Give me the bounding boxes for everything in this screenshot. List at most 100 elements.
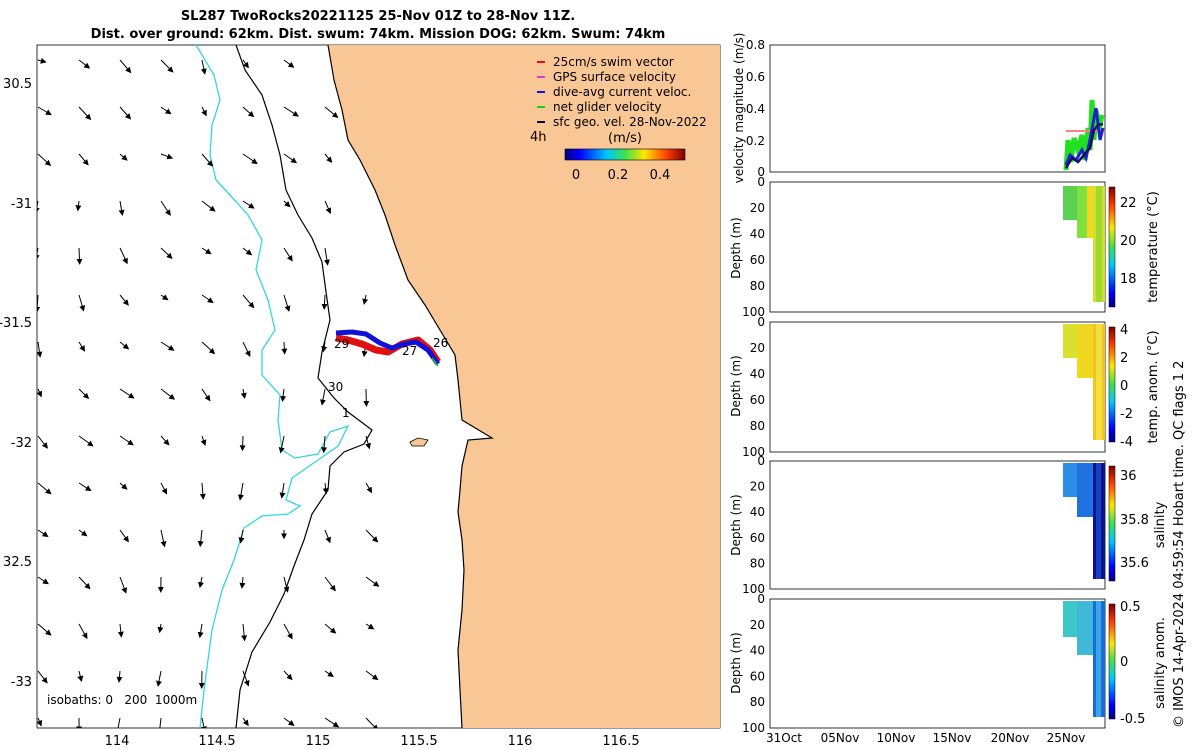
velocity-panel: velocity magnitude (m/s) 0 0.2 0.4 0.6 0…: [732, 33, 1106, 184]
title-line-2: Dist. over ground: 62km. Dist. swum: 74k…: [91, 27, 666, 42]
map-panel: 26 27 29 30 1 114 114.5 115 115.5 116 11…: [0, 44, 721, 749]
temperature-frame: [769, 181, 1106, 313]
velocity-arrow: [324, 623, 337, 634]
depth-tick: 60: [750, 253, 765, 267]
map-x-tick: 115.5: [400, 734, 437, 749]
velocity-arrow: [242, 247, 253, 256]
temperature-colorbar-tick: 18: [1120, 272, 1137, 287]
time-tick: 15Nov: [933, 731, 972, 745]
velocity-arrow: [283, 59, 295, 68]
velocity-arrow: [242, 294, 255, 309]
velocity-arrow: [321, 435, 328, 454]
title-line-1: SL287 TwoRocks20221125 25-Nov 01Z to 28-…: [181, 9, 575, 24]
velocity-arrow: [283, 670, 293, 681]
time-tick: 10Nov: [877, 731, 916, 745]
velocity-arrow: [239, 435, 246, 452]
map-y-tick: 30.5: [3, 77, 32, 92]
velocity-arrow: [324, 717, 340, 728]
velocity-arrow: [119, 106, 132, 120]
velocity-arrow: [365, 529, 379, 543]
section-patch: [1096, 601, 1101, 717]
velocity-arrow: [78, 59, 91, 69]
salinity-panel: Depth (m) 36 35.8 35.6 salinity: [729, 460, 1168, 590]
depth-tick: 60: [750, 531, 765, 545]
velocity-arrow: [160, 106, 172, 115]
velocity-arrow: [237, 482, 244, 501]
map-x-tick: 116: [508, 734, 533, 749]
velocity-arrow: [324, 529, 331, 544]
velocity-y-ticks: 0 0.2 0.4 0.6 0.8: [746, 38, 765, 179]
velocity-arrow: [199, 482, 206, 500]
temp-anom-colorbar-tick: -4: [1120, 435, 1133, 450]
salinity-y-label: Depth (m): [729, 494, 743, 555]
day-label-30: 30: [328, 380, 343, 394]
velocity-arrow: [119, 482, 128, 490]
isobaths-label: isobaths: 0 200 1000m: [47, 693, 197, 707]
depth-tick: 20: [750, 341, 765, 355]
legend-label-gps-velocity: GPS surface velocity: [553, 70, 676, 84]
temp-anom-frame: [769, 321, 1106, 453]
velocity-arrow: [324, 576, 336, 592]
velocity-arrow: [201, 106, 207, 117]
salinity-colorbar-tick: 35.6: [1120, 556, 1149, 571]
velocity-arrow: [322, 482, 329, 495]
speed-colorbar: [564, 148, 686, 161]
depth-tick: 20: [750, 201, 765, 215]
depth-tick: 40: [750, 227, 765, 241]
velocity-arrow: [37, 388, 42, 398]
depth-tick: 20: [750, 618, 765, 632]
velocity-arrow: [159, 717, 162, 728]
velocity-arrow: [324, 670, 334, 677]
temp-anom-panel: Depth (m) 4 2 0 -2 -4 temp. anom. (°C): [729, 321, 1161, 453]
map-x-tick: 115: [306, 734, 331, 749]
section-patch: [1096, 463, 1101, 579]
velocity-arrow: [362, 294, 369, 305]
temp-anom-colorbar-label: temp. anom. (°C): [1146, 330, 1161, 443]
track-blue: [335, 329, 441, 366]
velocity-arrow: [200, 435, 207, 446]
depth-ticks: 0204060801000204060801000204060801000204…: [742, 175, 765, 735]
speed-colorbar-tick: 0.2: [608, 168, 629, 183]
velocity-arrow: [283, 200, 291, 208]
vector-field: [37, 57, 380, 728]
track-green: [431, 357, 439, 367]
section-patch: [1063, 463, 1077, 497]
velocity-frame: [769, 44, 1106, 173]
salinity-anom-frame: [769, 598, 1106, 729]
salinity-anom-section: [1063, 601, 1105, 717]
velocity-arrow: [240, 388, 247, 399]
velocity-arrow: [324, 106, 339, 119]
velocity-arrow: [279, 482, 286, 499]
section-patch: [1077, 601, 1093, 655]
temp-anom-colorbar-tick: 0: [1120, 379, 1128, 394]
depth-tick: 0: [757, 315, 765, 329]
velocity-arrow: [160, 529, 167, 548]
salinity-anom-colorbar-label: salinity anom.: [1153, 617, 1168, 709]
velocity-y-label: velocity magnitude (m/s): [732, 33, 746, 184]
velocity-arrow: [78, 153, 89, 166]
velocity-arrow: [160, 59, 174, 73]
velocity-arrow: [321, 341, 328, 353]
temperature-colorbar: [1108, 186, 1116, 308]
velocity-arrow: [365, 482, 373, 494]
depth-tick: 0: [757, 592, 765, 606]
velocity-arrow: [118, 200, 125, 216]
temperature-colorbar-tick: 22: [1120, 196, 1137, 211]
velocity-arrow: [200, 59, 207, 75]
velocity-arrow: [78, 529, 88, 537]
speed-colorbar-tick: 0: [572, 168, 580, 183]
section-patch: [1063, 324, 1077, 358]
depth-tick: 0: [757, 454, 765, 468]
salinity-colorbar-tick: 35.8: [1120, 513, 1149, 528]
velocity-arrow: [119, 294, 129, 306]
temp-anom-colorbar-tick: 2: [1120, 351, 1128, 366]
velocity-arrow: [160, 435, 170, 446]
isobath-200m: [235, 45, 373, 728]
depth-tick: 20: [750, 480, 765, 494]
salinity-anom-panel: Depth (m) 0.5 0 -0.5 salinity anom.: [729, 598, 1168, 729]
velocity-arrow: [37, 200, 40, 214]
day-label-29: 29: [334, 337, 349, 351]
temperature-panel: Depth (m) 22 20 18 temperature (°C): [729, 181, 1161, 313]
temp-anom-y-label: Depth (m): [729, 355, 743, 416]
velocity-arrow: [197, 623, 204, 639]
